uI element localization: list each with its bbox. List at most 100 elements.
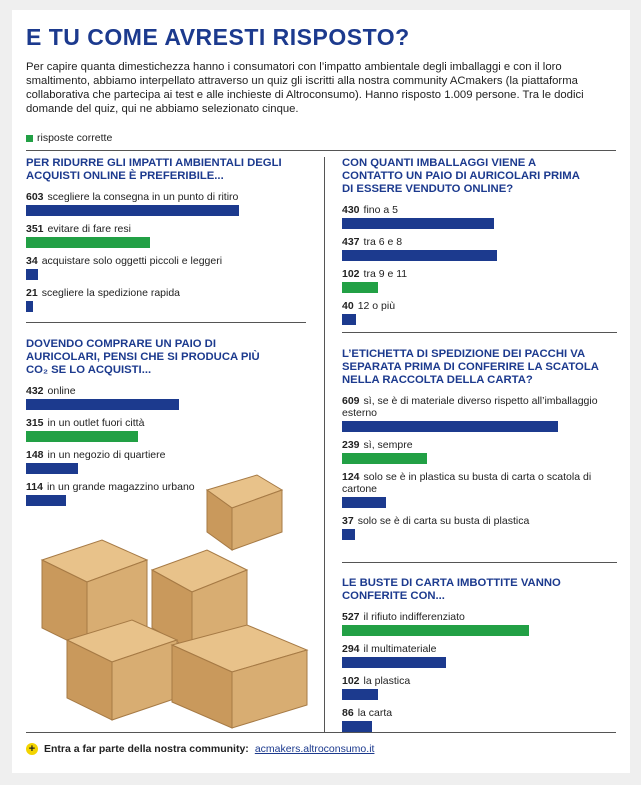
bar [26, 237, 151, 248]
value-label: 430 [342, 204, 360, 216]
value-label: 124 [342, 471, 360, 483]
bar-row: 430 fino a 5 [342, 204, 592, 229]
bar-row: 21 scegliere la spedizione rapida [26, 287, 296, 312]
category-label: la carta [357, 707, 393, 719]
value-label: 351 [26, 223, 44, 235]
bar-row: 294 il multimateriale [342, 643, 592, 668]
category-label: la plastica [363, 675, 411, 687]
value-label: 527 [342, 611, 360, 623]
value-label: 21 [26, 287, 38, 299]
value-label: 86 [342, 707, 354, 719]
category-label: online [47, 385, 76, 397]
bar [26, 205, 240, 216]
bar [342, 721, 373, 732]
divider [342, 332, 617, 333]
value-label: 37 [342, 515, 354, 527]
page-title: E TU COME AVRESTI RISPOSTO? [26, 24, 410, 50]
bar-row: 37 solo se è di carta su busta di plastic… [342, 515, 612, 540]
footer-text: Entra a far parte della nostra community… [44, 743, 249, 755]
divider [26, 322, 306, 323]
category-label: fino a 5 [363, 204, 398, 216]
value-label: 40 [342, 300, 354, 312]
bar-row: 86 la carta [342, 707, 592, 732]
category-label: in un negozio di quartiere [47, 449, 166, 461]
divider [324, 157, 325, 732]
chart-title: PER RIDURRE GLI IMPATTI AMBIENTALI DEGLI… [26, 157, 282, 182]
category-label: solo se è in plastica su busta di carta … [342, 471, 592, 495]
bar [26, 269, 39, 280]
card: E TU COME AVRESTI RISPOSTO? Per capire q… [12, 10, 630, 773]
bar-row: 102 tra 9 e 11 [342, 268, 592, 293]
value-label: 239 [342, 439, 360, 451]
category-label: evitare di fare resi [47, 223, 131, 235]
bar [342, 657, 447, 668]
bar [26, 301, 34, 312]
bar-row: 148 in un negozio di quartiere [26, 449, 276, 474]
community-link[interactable]: acmakers.altroconsumo.it [254, 743, 375, 755]
divider [26, 732, 616, 733]
bar-row: 102 la plastica [342, 675, 592, 700]
bar [342, 421, 558, 432]
chart: CON QUANTI IMBALLAGGI VIENE A CONTATTO U… [342, 157, 592, 332]
value-label: 148 [26, 449, 44, 461]
chart-title: CON QUANTI IMBALLAGGI VIENE A CONTATTO U… [342, 157, 580, 195]
category-label: il rifiuto indifferenziato [363, 611, 465, 623]
bar-row: 437 tra 6 e 8 [342, 236, 592, 261]
bar [26, 431, 138, 442]
category-label: scegliere la spedizione rapida [41, 287, 181, 299]
bar [26, 399, 179, 410]
legend: risposte corrette [26, 132, 112, 144]
category-label: in un grande magazzino urbano [46, 481, 195, 493]
value-label: 603 [26, 191, 44, 203]
category-label: scegliere la consegna in un punto di rit… [47, 191, 239, 203]
plus-icon: + [26, 743, 38, 755]
bar [342, 218, 495, 229]
value-label: 432 [26, 385, 44, 397]
bar-row: 40 12 o più [342, 300, 592, 325]
divider [26, 150, 616, 151]
intro: Per capire quanta dimestichezza hanno i … [26, 61, 584, 115]
category-label: sì, se è di materiale diverso rispetto a… [342, 395, 598, 419]
bar-row: 124 solo se è in plastica su busta di car… [342, 471, 612, 508]
category-label: il multimateriale [363, 643, 437, 655]
bar-row: 114 in un grande magazzino urbano [26, 481, 276, 506]
value-label: 34 [26, 255, 38, 267]
chart: LE BUSTE DI CARTA IMBOTTITE VANNO CONFER… [342, 577, 592, 739]
category-label: in un outlet fuori città [47, 417, 145, 429]
bar [342, 497, 386, 508]
legend-label: risposte corrette [37, 132, 113, 144]
bar-row: 432 online [26, 385, 276, 410]
category-label: acquistare solo oggetti piccoli e legger… [41, 255, 223, 267]
category-label: tra 6 e 8 [363, 236, 403, 248]
divider [342, 562, 617, 563]
bar-row: 239 sì, sempre [342, 439, 612, 464]
bar [342, 529, 356, 540]
bar [342, 250, 497, 261]
bar [342, 625, 529, 636]
value-label: 102 [342, 268, 360, 280]
chart-title: L’ETICHETTA DI SPEDIZIONE DEI PACCHI VA … [342, 348, 599, 386]
chart-title: LE BUSTE DI CARTA IMBOTTITE VANNO CONFER… [342, 577, 561, 602]
boxes-illustration [40, 474, 309, 729]
bar [342, 453, 427, 464]
value-label: 102 [342, 675, 360, 687]
bar-row: 315 in un outlet fuori città [26, 417, 276, 442]
bar [342, 314, 357, 325]
legend-swatch [26, 134, 33, 142]
bar [26, 495, 67, 506]
bar-row: 609 sì, se è di materiale diverso rispett… [342, 395, 612, 432]
category-label: tra 9 e 11 [363, 268, 408, 280]
bar-row: 527 il rifiuto indifferenziato [342, 611, 592, 636]
footer: + Entra a far parte della nostra communit… [26, 743, 374, 755]
value-label: 114 [26, 481, 43, 493]
value-label: 609 [342, 395, 360, 407]
value-label: 437 [342, 236, 360, 248]
bar-row: 603 scegliere la consegna in un punto di … [26, 191, 296, 216]
bar [342, 689, 379, 700]
bar [342, 282, 379, 293]
chart: L’ETICHETTA DI SPEDIZIONE DEI PACCHI VA … [342, 348, 612, 547]
bar-row: 34 acquistare solo oggetti piccoli e legg… [26, 255, 296, 280]
value-label: 294 [342, 643, 360, 655]
value-label: 315 [26, 417, 44, 429]
category-label: sì, sempre [363, 439, 413, 451]
